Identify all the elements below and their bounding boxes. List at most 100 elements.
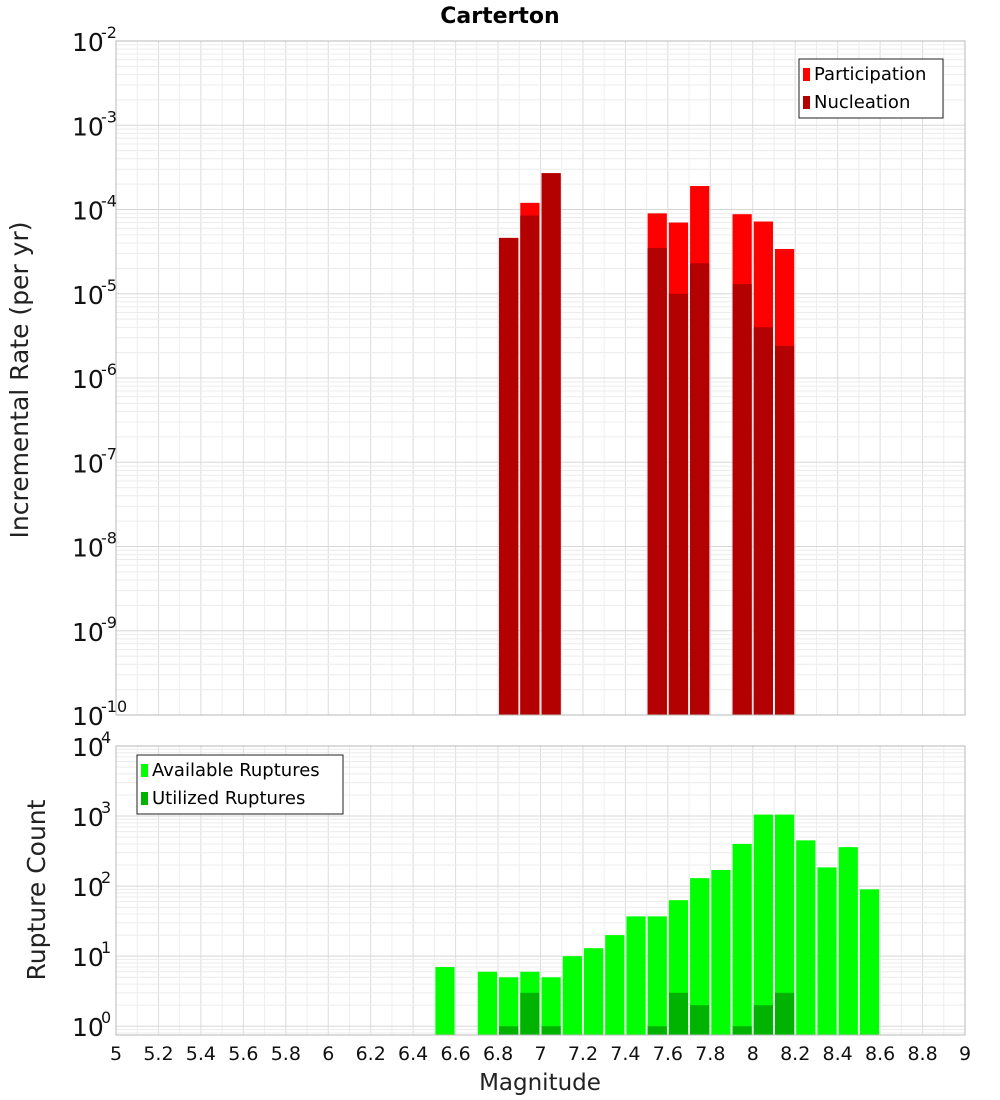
top-y-tick-base-7: 10 — [72, 618, 104, 647]
bottom-legend-label-1: Utilized Ruptures — [152, 788, 305, 809]
top-legend-swatch-0 — [803, 68, 810, 81]
bottom-y-axis-label: Rupture Count — [22, 799, 51, 980]
bottom-y-tick-exponent-1: 3 — [101, 798, 111, 817]
top-y-tick-exponent-1: -3 — [101, 107, 117, 126]
top-y-tick-base-8: 10 — [72, 702, 104, 731]
bottom-bar-series-0-1 — [477, 971, 498, 1035]
bottom-bar-series-0-19 — [859, 889, 880, 1035]
bottom-bar-series-1-7 — [753, 1005, 773, 1035]
top-bar-series-1-4 — [668, 293, 689, 715]
x-tick-label-10: 7 — [534, 1043, 546, 1065]
top-legend-swatch-1 — [803, 96, 810, 109]
top-y-tick-exponent-4: -6 — [101, 360, 117, 379]
top-y-tick-base-0: 10 — [72, 28, 104, 57]
bottom-bar-series-0-5 — [562, 956, 582, 1035]
x-tick-label-8: 6.6 — [440, 1043, 470, 1065]
x-tick-label-3: 5.6 — [228, 1043, 258, 1065]
bottom-bar-series-0-2 — [499, 977, 519, 1035]
bottom-legend-label-0: Available Ruptures — [152, 760, 320, 781]
top-plot-border — [115, 40, 966, 716]
x-tick-label-12: 7.4 — [610, 1043, 640, 1065]
top-bar-series-1-3 — [647, 247, 667, 715]
x-tick-label-6: 6.2 — [356, 1043, 386, 1065]
x-tick-label-9: 6.8 — [483, 1043, 513, 1065]
bottom-bar-series-0-15 — [774, 814, 795, 1035]
bottom-bar-series-1-4 — [668, 992, 689, 1035]
top-y-tick-base-2: 10 — [72, 197, 104, 226]
bottom-bar-series-0-0 — [435, 967, 455, 1035]
bottom-bar-series-1-5 — [690, 1005, 710, 1035]
bottom-bar-series-0-4 — [541, 977, 561, 1035]
bottom-plot-border — [115, 745, 966, 1036]
x-tick-label-5: 6 — [322, 1043, 334, 1065]
bottom-bar-series-1-1 — [520, 992, 540, 1035]
top-bar-series-1-2 — [541, 173, 561, 716]
bottom-y-tick-base-1: 10 — [72, 803, 104, 832]
top-bar-series-1-8 — [774, 345, 795, 715]
chart-title: Carterton — [440, 4, 559, 29]
top-legend-label-0: Participation — [814, 64, 926, 85]
bottom-bar-series-1-0 — [499, 1026, 519, 1035]
x-tick-label-18: 8.6 — [865, 1043, 895, 1065]
top-y-tick-base-5: 10 — [72, 449, 104, 478]
bottom-bar-series-1-8 — [774, 992, 795, 1035]
x-tick-label-19: 8.8 — [907, 1043, 937, 1065]
top-y-tick-base-6: 10 — [72, 534, 104, 563]
bottom-bar-series-0-13 — [732, 843, 752, 1035]
bottom-y-tick-base-3: 10 — [72, 943, 104, 972]
top-y-tick-exponent-3: -5 — [101, 276, 117, 295]
bottom-bar-series-0-7 — [605, 935, 625, 1035]
top-y-tick-exponent-2: -4 — [101, 192, 117, 211]
x-tick-label-13: 7.6 — [653, 1043, 683, 1065]
bottom-bar-series-0-12 — [711, 869, 731, 1035]
bottom-y-tick-base-0: 10 — [72, 733, 104, 762]
top-y-tick-exponent-8: -10 — [101, 697, 127, 716]
top-bar-series-1-5 — [690, 263, 710, 715]
bottom-bar-series-0-17 — [817, 867, 837, 1035]
bottom-bar-series-0-18 — [838, 847, 858, 1035]
bottom-y-tick-base-2: 10 — [72, 873, 104, 902]
bottom-y-tick-exponent-4: 0 — [101, 1008, 111, 1027]
bottom-bar-series-0-9 — [647, 916, 667, 1035]
top-y-tick-base-3: 10 — [72, 281, 104, 310]
bottom-bar-series-1-2 — [541, 1026, 561, 1035]
top-y-tick-exponent-0: -2 — [101, 23, 117, 42]
top-y-tick-exponent-6: -8 — [101, 529, 117, 548]
top-y-axis-label: Incremental Rate (per yr) — [5, 222, 34, 539]
x-tick-label-15: 8 — [747, 1043, 759, 1065]
bottom-y-tick-base-4: 10 — [72, 1013, 104, 1042]
top-bar-series-1-0 — [499, 237, 519, 715]
top-bar-series-1-6 — [732, 284, 752, 715]
x-tick-label-16: 8.2 — [780, 1043, 810, 1065]
bottom-legend-swatch-0 — [141, 764, 148, 777]
top-bar-series-1-1 — [520, 215, 540, 715]
bottom-legend-box — [136, 754, 344, 815]
x-tick-label-17: 8.4 — [823, 1043, 853, 1065]
top-bar-series-1-7 — [753, 327, 773, 715]
x-tick-label-14: 7.8 — [695, 1043, 725, 1065]
bottom-bar-series-0-6 — [583, 948, 604, 1035]
bottom-bar-series-0-8 — [626, 916, 646, 1035]
bottom-y-tick-exponent-3: 1 — [101, 938, 111, 957]
x-tick-label-1: 5.2 — [143, 1043, 173, 1065]
x-tick-label-0: 5 — [110, 1043, 122, 1065]
top-legend-label-1: Nucleation — [814, 92, 910, 113]
x-tick-label-2: 5.4 — [186, 1043, 216, 1065]
x-tick-label-4: 5.8 — [271, 1043, 301, 1065]
bottom-bar-series-1-6 — [732, 1026, 752, 1035]
x-axis-label: Magnitude — [479, 1070, 601, 1096]
top-y-tick-exponent-5: -7 — [101, 444, 117, 463]
bottom-bar-series-0-16 — [796, 840, 816, 1035]
top-y-tick-base-1: 10 — [72, 112, 104, 141]
bottom-bar-series-0-14 — [753, 814, 773, 1035]
top-y-tick-exponent-7: -9 — [101, 613, 117, 632]
x-tick-label-11: 7.2 — [568, 1043, 598, 1065]
bottom-y-tick-exponent-0: 4 — [101, 728, 111, 747]
top-y-tick-base-4: 10 — [72, 365, 104, 394]
bottom-bar-series-1-3 — [647, 1026, 667, 1035]
x-tick-label-20: 9 — [959, 1043, 971, 1065]
bottom-legend-swatch-1 — [141, 792, 148, 805]
x-tick-label-7: 6.4 — [398, 1043, 428, 1065]
